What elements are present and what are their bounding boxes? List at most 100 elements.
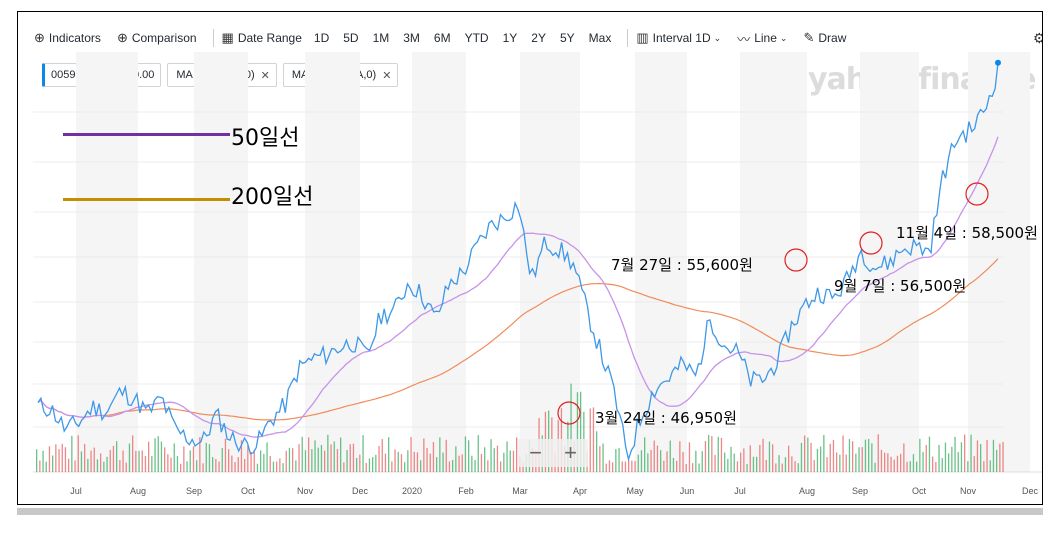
range-5d[interactable]: 5D [343, 31, 358, 45]
volume-bar [714, 454, 716, 472]
volume-bar [36, 449, 38, 472]
draw-label: Draw [818, 31, 847, 45]
volume-bar [820, 446, 822, 472]
horizontal-scrollbar[interactable] [17, 508, 1043, 515]
chart-frame: ⊕ Indicators ⊕ Comparison ▦ Date Range 1… [17, 11, 1043, 505]
range-3m[interactable]: 3M [403, 31, 420, 45]
volume-bar [212, 457, 214, 472]
interval-dropdown[interactable]: ▥ Interval 1D ⌄ [636, 30, 725, 46]
toolbar-divider [212, 29, 214, 47]
volume-bar [394, 449, 396, 472]
volume-bar [330, 444, 332, 472]
close-icon[interactable]: ✕ [260, 69, 270, 82]
volume-bar [314, 440, 316, 472]
range-max[interactable]: Max [589, 31, 612, 45]
x-tick-label: Jul [70, 486, 82, 496]
line-chart-icon: 〰 [737, 31, 751, 47]
volume-bar [682, 452, 684, 472]
date-range-button[interactable]: ▦ Date Range [222, 30, 302, 46]
volume-bar [986, 440, 988, 472]
volume-bar [980, 444, 982, 472]
indicators-button[interactable]: ⊕ Indicators [34, 30, 101, 46]
volume-bar [404, 462, 406, 472]
volume-bar [960, 442, 963, 472]
volume-bar [922, 451, 924, 472]
volume-bar [653, 440, 655, 472]
volume-bar [928, 436, 931, 472]
plus-circle-icon: ⊕ [34, 30, 45, 45]
volume-bar [893, 459, 895, 472]
volume-bar [237, 457, 239, 472]
volume-bar [605, 463, 607, 472]
range-1y[interactable]: 1Y [503, 31, 518, 45]
volume-bar [621, 461, 623, 472]
month-stripe [412, 52, 466, 472]
volume-bar [592, 407, 595, 472]
close-icon[interactable]: ✕ [382, 69, 392, 82]
volume-bar [868, 438, 870, 472]
volume-bar [615, 449, 617, 472]
volume-bar [749, 445, 751, 472]
range-label: Max [588, 31, 612, 45]
volume-bar [189, 450, 191, 472]
volume-bar [58, 449, 60, 472]
volume-bar [906, 461, 908, 472]
volume-bar [794, 461, 796, 472]
range-ytd[interactable]: YTD [465, 31, 489, 45]
volume-bar [804, 435, 806, 472]
volume-bar [375, 454, 377, 472]
draw-button[interactable]: ✎ Draw [803, 30, 846, 46]
volume-bar [445, 439, 447, 472]
range-1d[interactable]: 1D [314, 31, 329, 45]
volume-bar [855, 453, 857, 472]
zoom-out-button[interactable]: − [529, 440, 542, 465]
volume-bar [234, 462, 236, 472]
volume-bar [858, 447, 860, 472]
volume-bar [192, 446, 195, 472]
volume-bar [695, 450, 697, 472]
volume-bar [727, 458, 729, 472]
volume-bar [336, 448, 339, 472]
volume-bar [269, 455, 271, 472]
volume-bar [948, 453, 950, 472]
volume-bar [797, 463, 799, 472]
volume-bar [378, 446, 380, 472]
volume-bar [116, 441, 118, 472]
volume-bar [775, 463, 777, 472]
volume-bar [436, 457, 438, 472]
volume-bar [324, 450, 326, 472]
price-line [37, 62, 999, 462]
x-tick-label: Mar [512, 486, 528, 496]
volume-bar [704, 441, 707, 472]
interval-label: Interval 1D [652, 31, 711, 45]
zoom-in-button[interactable]: + [564, 440, 577, 465]
volume-bar [247, 445, 249, 472]
price-chart[interactable]: Jul Aug Sep Oct Nov Dec 2020 Feb Mar Apr May Jun Jul… [18, 12, 1043, 505]
volume-bar [672, 457, 675, 472]
volume-bar [484, 447, 486, 472]
volume-bar [477, 435, 479, 472]
volume-bar [743, 448, 745, 472]
volume-bar [253, 449, 255, 472]
annotation-jul27: 7월 27일 : 55,600원 [611, 256, 753, 274]
comparison-button[interactable]: ⊕ Comparison [117, 30, 197, 46]
settings-gear-icon[interactable]: ⚙ [1033, 30, 1042, 47]
volume-bar [231, 455, 233, 472]
range-6m[interactable]: 6M [434, 31, 451, 45]
line-dropdown[interactable]: 〰 Line ⌄ [737, 29, 791, 48]
volume-bar [480, 453, 483, 472]
volume-bar [765, 459, 767, 472]
volume-bar [148, 441, 150, 472]
volume-bar [362, 435, 364, 472]
x-tick-label: May [626, 486, 644, 496]
volume-bar [973, 456, 975, 472]
range-2y[interactable]: 2Y [531, 31, 546, 45]
range-1m[interactable]: 1M [373, 31, 390, 45]
range-5y[interactable]: 5Y [560, 31, 575, 45]
volume-bar [228, 449, 230, 472]
volume-bar [666, 451, 668, 472]
range-label: 1D [313, 31, 330, 45]
volume-bar [471, 455, 473, 472]
volume-bar [84, 443, 86, 472]
volume-bar [580, 391, 582, 472]
